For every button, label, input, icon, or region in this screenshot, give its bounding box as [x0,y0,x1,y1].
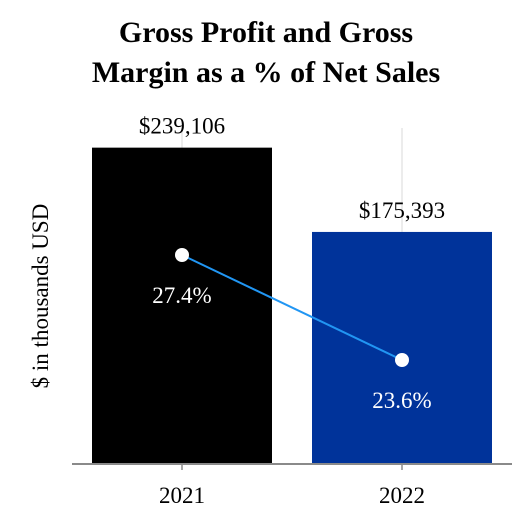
chart-title-line-1: Gross Profit and Gross [119,16,413,49]
bar-2022 [312,231,492,464]
bar-value-label-2022: $175,393 [359,198,445,223]
margin-point-2021 [175,248,189,262]
bars [92,147,492,465]
bar-value-label-2021: $239,106 [139,114,225,139]
margin-label-2021: 27.4% [152,283,211,308]
margin-point-2022 [395,353,409,367]
x-tick-label-2022: 2022 [379,483,425,508]
chart-title: Gross Profit and Gross Margin as a % of … [92,16,440,89]
bar-2021 [92,147,272,465]
y-axis-label: $ in thousands USD [28,204,53,389]
margin-label-2022: 23.6% [372,388,431,413]
chart-title-line-2: Margin as a % of Net Sales [92,56,440,89]
x-axis-ticks: 2021 2022 [159,464,425,508]
x-tick-label-2021: 2021 [159,483,205,508]
margin-line [181,254,403,361]
margin-series: 27.4% 23.6% [152,248,432,413]
bar-value-labels: $239,106 $175,393 [139,114,445,223]
